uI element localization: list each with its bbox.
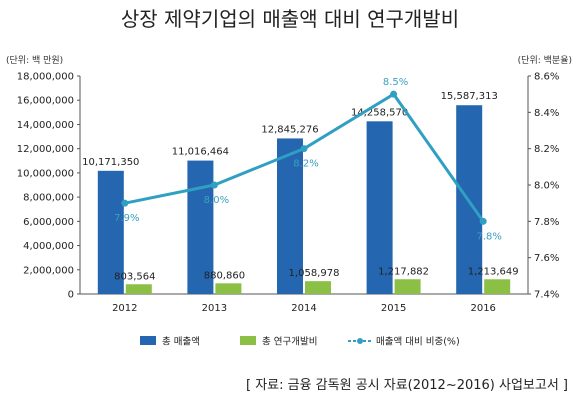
bar-total-sales-label: 15,587,313 [441, 91, 498, 102]
ratio-point-label: 7.9% [114, 213, 139, 224]
x-tick-label: 2015 [381, 303, 406, 314]
right-tick-label: 8.4% [534, 108, 559, 119]
legend-swatch [240, 336, 256, 345]
legend-label: 총 매출액 [162, 336, 200, 348]
ratio-point [390, 90, 398, 98]
ratio-point [210, 181, 218, 189]
left-tick-label: 2,000,000 [23, 265, 74, 276]
ratio-point [121, 199, 129, 207]
left-tick-label: 10,000,000 [17, 168, 74, 179]
right-axis-unit: (단위: 백분율) [518, 55, 572, 66]
left-tick-label: 16,000,000 [17, 96, 74, 107]
right-tick-label: 8.0% [534, 181, 559, 192]
bar-total-rnd-label: 1,213,649 [468, 266, 519, 277]
bar-total-rnd [215, 283, 242, 294]
bar-total-rnd-label: 880,860 [204, 270, 245, 281]
bar-total-rnd-label: 1,217,882 [378, 266, 429, 277]
right-tick-label: 8.6% [534, 72, 559, 83]
bar-total-rnd-label: 803,564 [114, 271, 155, 282]
right-tick-label: 7.6% [534, 253, 559, 264]
chart-title: 상장 제약기업의 매출액 대비 연구개발비 [121, 7, 459, 31]
bar-total-sales [277, 138, 303, 294]
legend-marker [357, 338, 363, 344]
left-tick-label: 18,000,000 [17, 72, 74, 83]
right-tick-label: 7.4% [534, 290, 559, 301]
ratio-point [300, 145, 308, 153]
plot-area: 0 2,000,000 4,000,000 6,000,000 8,000,000 10,… [17, 72, 560, 315]
left-axis-unit: (단위: 백 만원) [6, 55, 63, 66]
bar-total-rnd-label: 1,058,978 [289, 268, 340, 279]
legend-label: 매출액 대비 비중(%) [376, 336, 460, 348]
bar-total-sales [187, 160, 214, 294]
left-tick-label: 14,000,000 [17, 120, 74, 131]
bar-total-sales [366, 121, 393, 295]
right-tick-label: 8.2% [534, 144, 559, 155]
bar-total-rnd [484, 279, 511, 294]
bar-total-sales-label: 10,171,350 [82, 157, 139, 168]
bar-total-rnd [394, 279, 421, 294]
x-tick-label: 2012 [112, 303, 137, 314]
bar-total-rnd [125, 284, 152, 294]
legend-label: 총 연구개발비 [262, 337, 317, 348]
x-tick-label: 2016 [470, 303, 495, 314]
x-tick-label: 2013 [202, 303, 227, 314]
bar-total-sales-label: 14,258,570 [351, 107, 408, 118]
left-tick-label: 12,000,000 [17, 144, 74, 155]
bar-total-sales-label: 11,016,464 [172, 147, 229, 158]
left-tick-label: 0 [68, 290, 74, 301]
ratio-point [479, 217, 487, 225]
left-tick-label: 4,000,000 [23, 241, 74, 252]
left-tick-label: 6,000,000 [23, 217, 74, 228]
x-tick-label: 2014 [291, 303, 316, 314]
legend-swatch [140, 336, 156, 345]
ratio-point-label: 8.0% [204, 195, 229, 206]
bar-total-rnd [305, 281, 331, 294]
legend: 총 매출액 총 연구개발비 매출액 대비 비중(%) [140, 336, 460, 348]
ratio-point-label: 8.5% [383, 77, 408, 88]
ratio-point-label: 7.8% [476, 231, 501, 242]
bar-total-sales [97, 170, 124, 294]
right-tick-label: 7.8% [534, 217, 559, 228]
ratio-point-label: 8.2% [293, 159, 318, 170]
bar-total-sales-label: 12,845,276 [261, 124, 318, 135]
source-note: [ 자료: 금융 감독원 공시 자료(2012~2016) 사업보고서 ] [246, 378, 568, 393]
left-tick-label: 8,000,000 [23, 193, 74, 204]
